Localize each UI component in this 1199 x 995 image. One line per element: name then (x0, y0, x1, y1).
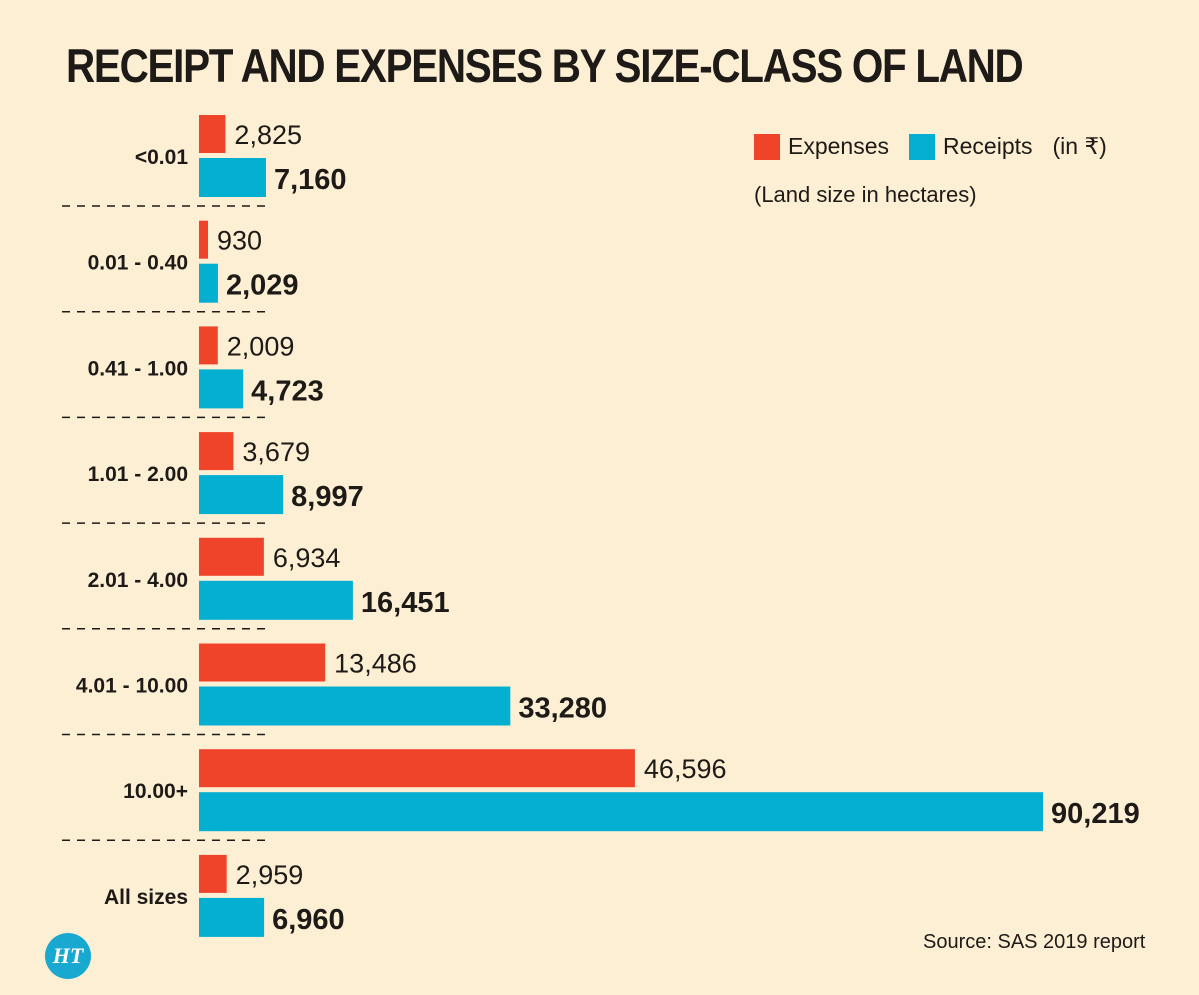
expenses-bar (199, 432, 234, 471)
receipts-bar (199, 158, 266, 197)
expenses-value-label: 6,934 (273, 543, 341, 573)
category-label: 1.01 - 2.00 (88, 463, 188, 486)
legend-unit-note: (in ₹) (1052, 133, 1107, 159)
chart-title: RECEIPT AND EXPENSES BY SIZE-CLASS OF LA… (66, 39, 1024, 92)
expenses-bar (199, 326, 218, 365)
receipts-bar (199, 897, 265, 937)
receipts-value-label: 16,451 (361, 587, 450, 619)
category-label: All sizes (104, 886, 188, 909)
receipts-bar (199, 263, 218, 303)
category-label: 10.00+ (123, 780, 188, 803)
expenses-value-label: 2,009 (227, 331, 295, 361)
expenses-bar (199, 643, 326, 682)
legend-row: Expenses Receipts (in ₹) (754, 133, 1107, 160)
receipts-bar (199, 580, 353, 620)
source-note: Source: SAS 2019 report (923, 931, 1146, 953)
receipts-value-label: 90,219 (1051, 798, 1140, 830)
category-label: 0.41 - 1.00 (88, 357, 188, 380)
category-label: <0.01 (135, 146, 188, 169)
receipts-value-label: 6,960 (272, 904, 345, 936)
expenses-value-label: 930 (217, 226, 262, 256)
legend: Expenses Receipts (in ₹) (Land size in h… (754, 133, 1107, 208)
receipts-bar (199, 686, 511, 726)
land-size-note: (Land size in hectares) (754, 182, 977, 207)
receipts-value-label: 7,160 (274, 164, 347, 196)
receipts-value-label: 33,280 (518, 693, 607, 725)
category-label: 4.01 - 10.00 (76, 675, 188, 698)
expenses-value-label: 3,679 (242, 437, 310, 467)
category-label: 0.01 - 0.40 (88, 252, 188, 275)
category-label: 2.01 - 4.00 (88, 569, 188, 592)
legend-swatch-receipts (909, 133, 936, 160)
receipts-bar (199, 475, 284, 515)
expenses-value-label: 2,825 (234, 120, 302, 150)
receipts-bar (199, 369, 244, 409)
expenses-bar (199, 220, 208, 259)
expenses-value-label: 46,596 (644, 754, 727, 784)
expenses-bar (199, 537, 264, 576)
expenses-bar (199, 115, 226, 153)
expenses-value-label: 2,959 (236, 860, 304, 890)
receipts-value-label: 8,997 (291, 481, 364, 513)
receipts-value-label: 2,029 (226, 270, 299, 302)
expenses-value-label: 13,486 (334, 649, 417, 679)
legend-label-expenses: Expenses (788, 133, 890, 159)
legend-label-receipts: Receipts (943, 133, 1033, 159)
legend-swatch-expenses (754, 133, 780, 160)
receipts-value-label: 4,723 (251, 375, 324, 407)
expenses-bar (199, 749, 635, 788)
ht-logo-icon: HT (45, 933, 91, 979)
expenses-bar (199, 854, 227, 893)
receipts-bar (199, 792, 1043, 832)
